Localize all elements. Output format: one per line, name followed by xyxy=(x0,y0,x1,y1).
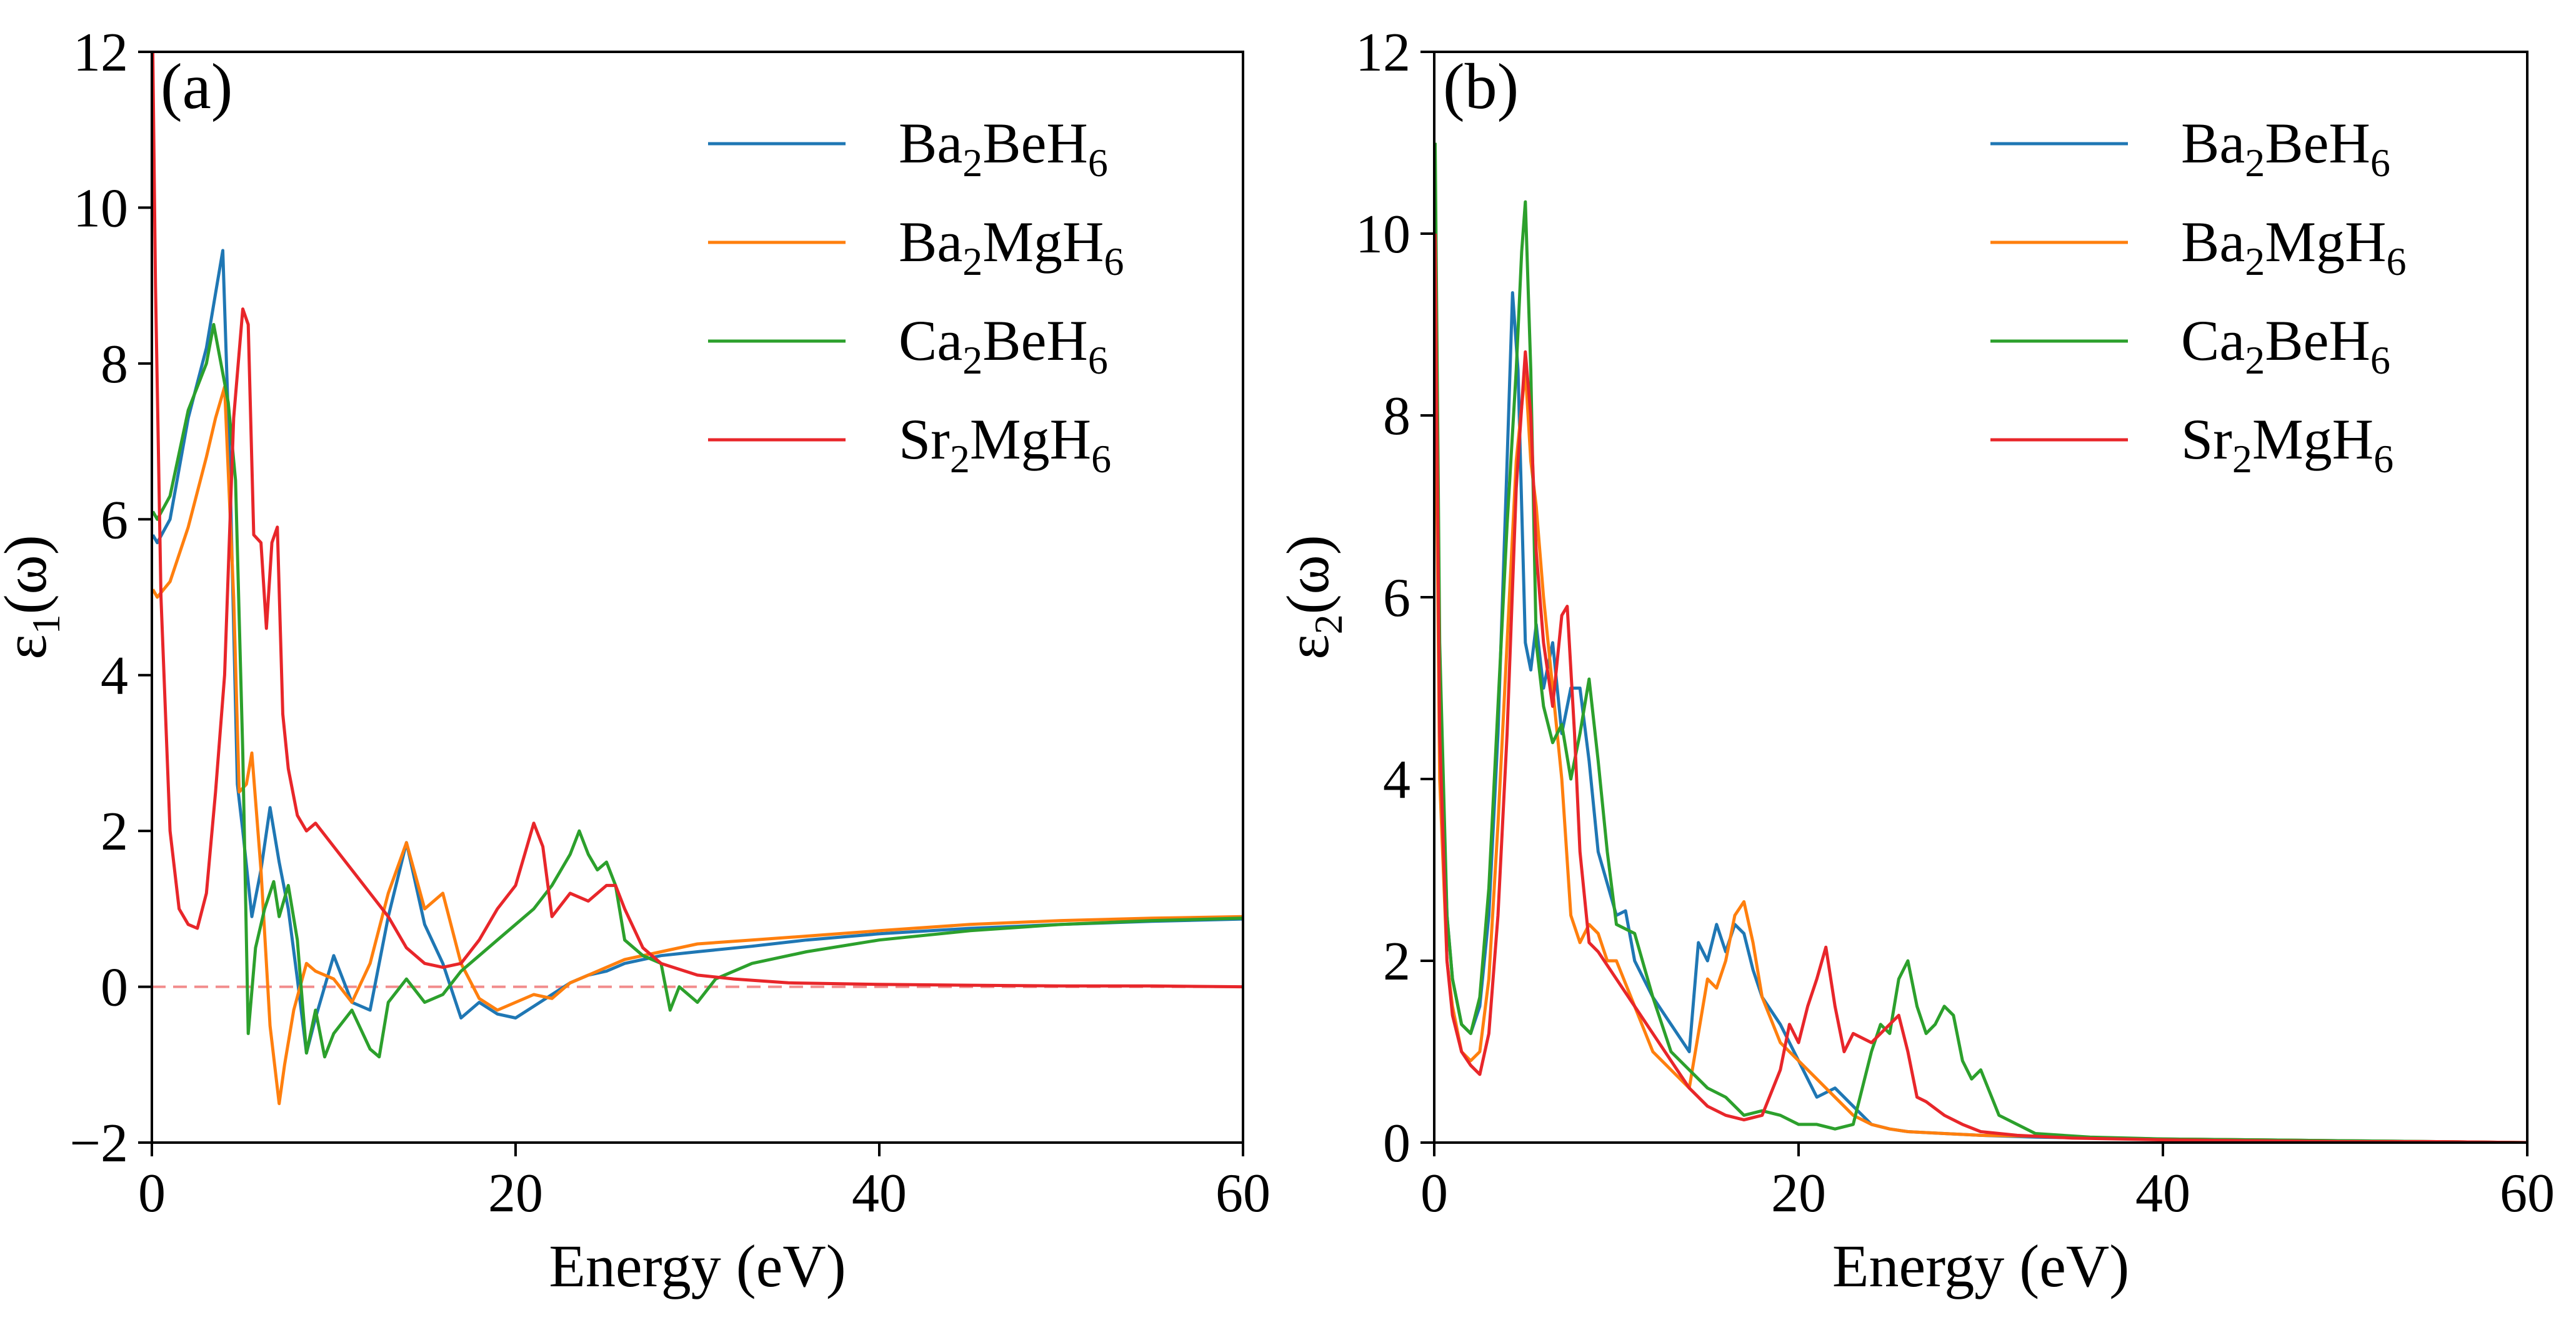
legend-entry: Ba2BeH6 xyxy=(899,111,1108,185)
legend-entry: Ba2BeH6 xyxy=(2181,111,2390,185)
legend-entry: Sr2MgH6 xyxy=(899,407,1111,481)
legend-subscript: 2 xyxy=(2245,141,2265,185)
legend-entry: Ba2MgH6 xyxy=(899,210,1124,284)
legend-subscript: 6 xyxy=(1088,338,1108,382)
x-tick-label: 40 xyxy=(852,1163,907,1224)
panel-label: (b) xyxy=(1443,51,1519,122)
legend-subscript: 2 xyxy=(962,239,982,284)
series-line-ba2mgh6 xyxy=(152,385,1243,1106)
legend-subscript: 6 xyxy=(2370,141,2390,185)
y-tick-label: 2 xyxy=(101,801,128,862)
series-line-sr2mgh6 xyxy=(152,52,1243,989)
y-label-subscript: 1 xyxy=(24,614,68,634)
legend-element: BeH xyxy=(982,309,1088,372)
series-group xyxy=(152,52,1243,1106)
legend-element: Ca xyxy=(2181,309,2245,372)
legend-element: Ba xyxy=(899,210,962,274)
legend-subscript: 2 xyxy=(962,338,982,382)
y-label-symbol: ε xyxy=(1274,634,1341,659)
series-line-sr2mgh6 xyxy=(1434,233,2527,1143)
legend-element: Ca xyxy=(899,309,962,372)
x-tick-label: 0 xyxy=(1420,1163,1448,1224)
legend-subscript: 6 xyxy=(2386,239,2406,284)
x-axis-label: Energy (eV) xyxy=(549,1233,846,1299)
legend-subscript: 6 xyxy=(1091,437,1111,481)
legend-element: Ba xyxy=(2181,210,2245,274)
y-tick-label: 6 xyxy=(1383,568,1410,628)
y-label-subscript: 2 xyxy=(1306,614,1350,634)
y-axis-label: ε2(ω) xyxy=(1274,535,1350,659)
x-axis-label: Energy (eV) xyxy=(1832,1233,2129,1299)
series-line-ca2beh6 xyxy=(152,323,1243,1059)
y-tick-label: 2 xyxy=(1383,931,1410,992)
x-tick-label: 60 xyxy=(1216,1163,1271,1224)
y-tick-label: 12 xyxy=(73,22,128,83)
legend-element: BeH xyxy=(2265,309,2370,372)
legend-subscript: 6 xyxy=(1088,141,1108,185)
legend-element: MgH xyxy=(2265,210,2386,274)
legend-element: BeH xyxy=(2265,111,2370,175)
y-tick-label: −2 xyxy=(69,1113,128,1174)
panel-label: (a) xyxy=(161,51,232,122)
y-tick-label: 8 xyxy=(1383,386,1410,447)
legend-element: Ba xyxy=(2181,111,2245,175)
y-axis-label: ε1(ω) xyxy=(0,535,68,659)
legend-subscript: 6 xyxy=(1104,239,1124,284)
y-label-symbol: ε xyxy=(0,634,59,659)
legend-subscript: 2 xyxy=(2232,437,2252,481)
series-line-ba2mgh6 xyxy=(1434,324,2527,1143)
x-tick-label: 60 xyxy=(2500,1163,2555,1224)
y-tick-label: 0 xyxy=(101,958,128,1018)
legend-entry: Ca2BeH6 xyxy=(2181,309,2390,382)
series-group xyxy=(1434,142,2527,1143)
legend-element: MgH xyxy=(982,210,1104,274)
x-tick-label: 0 xyxy=(138,1163,166,1224)
y-label-argument: (ω) xyxy=(1274,535,1341,614)
y-tick-label: 4 xyxy=(1383,750,1410,810)
legend-entry: Ba2MgH6 xyxy=(2181,210,2406,284)
legend-subscript: 6 xyxy=(2374,437,2394,481)
y-tick-label: 6 xyxy=(101,490,128,550)
legend-element: BeH xyxy=(982,111,1088,175)
legend-subscript: 2 xyxy=(2245,239,2265,284)
y-tick-label: 10 xyxy=(1355,204,1410,265)
x-tick-label: 20 xyxy=(1771,1163,1826,1224)
legend-element: Ba xyxy=(899,111,962,175)
legend-subscript: 2 xyxy=(950,437,970,481)
legend-element: MgH xyxy=(2252,407,2374,471)
x-tick-label: 20 xyxy=(488,1163,543,1224)
legend-element: Sr xyxy=(2181,407,2232,471)
y-tick-label: 8 xyxy=(101,334,128,395)
legend-element: MgH xyxy=(970,407,1091,471)
legend-subscript: 2 xyxy=(962,141,982,185)
y-tick-label: 4 xyxy=(101,646,128,707)
y-tick-label: 12 xyxy=(1355,22,1410,83)
legend-entry: Sr2MgH6 xyxy=(2181,407,2394,481)
legend-element: Sr xyxy=(899,407,950,471)
y-tick-label: 0 xyxy=(1383,1113,1410,1174)
legend-subscript: 6 xyxy=(2370,338,2390,382)
series-line-ca2beh6 xyxy=(1434,142,2527,1143)
y-tick-label: 10 xyxy=(73,178,128,239)
x-tick-label: 40 xyxy=(2135,1163,2190,1224)
y-label-argument: (ω) xyxy=(0,535,59,614)
plot-frame xyxy=(151,51,1244,1144)
legend-entry: Ca2BeH6 xyxy=(899,309,1108,382)
legend-subscript: 2 xyxy=(2245,338,2265,382)
